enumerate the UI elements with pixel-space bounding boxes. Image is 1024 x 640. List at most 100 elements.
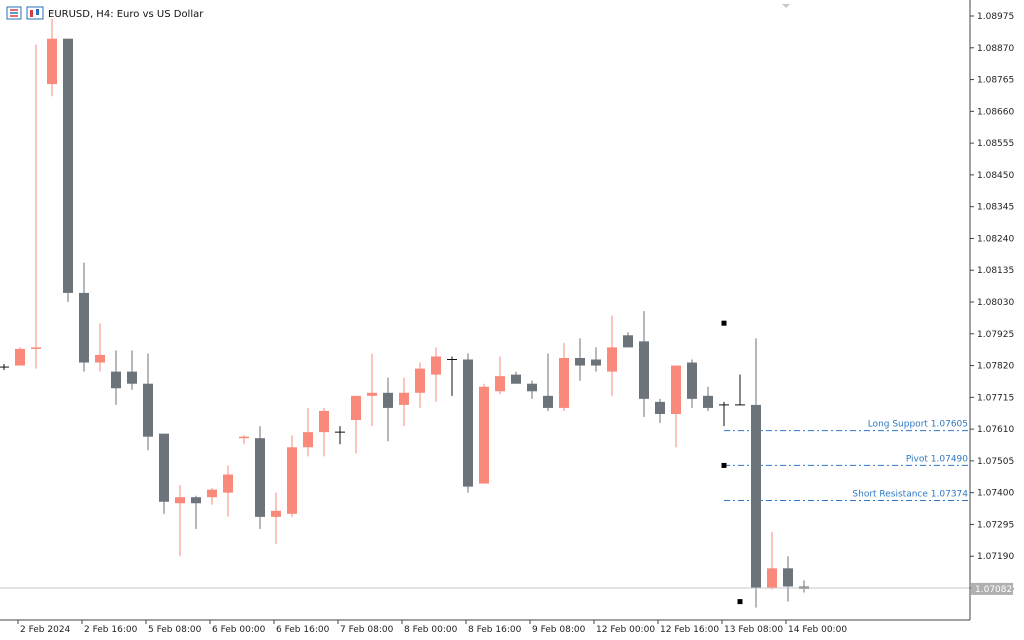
candle-body — [607, 347, 617, 372]
bar-chart-icon[interactable] — [6, 6, 22, 20]
candle-body — [575, 357, 585, 366]
current-price-tag-box — [971, 582, 1013, 595]
candle — [463, 353, 473, 493]
candle-body — [431, 356, 441, 375]
candle — [735, 374, 745, 406]
candle — [223, 465, 233, 517]
candle — [79, 262, 89, 372]
fractal-marker — [721, 320, 727, 326]
candle — [239, 435, 249, 445]
candle — [207, 488, 217, 505]
x-tick-label: 9 Feb 08:00 — [532, 625, 586, 635]
x-tick-label: 7 Feb 08:00 — [340, 625, 394, 635]
y-tick-label: 1.07925 — [977, 330, 1014, 340]
candle-body — [399, 392, 409, 405]
candle — [431, 347, 441, 402]
candle-body — [655, 401, 665, 414]
y-tick-label: 1.08135 — [977, 266, 1014, 276]
candle-body — [559, 357, 569, 408]
candle — [415, 362, 425, 408]
candle — [111, 350, 121, 405]
candle — [703, 386, 713, 411]
candle — [399, 377, 409, 427]
candle — [47, 19, 57, 97]
scroll-marker-icon[interactable] — [782, 4, 790, 8]
y-tick-label: 1.08240 — [977, 234, 1014, 244]
candle — [575, 338, 585, 381]
candle-body — [767, 568, 777, 588]
candle-body — [591, 359, 601, 366]
candle — [719, 401, 729, 427]
x-tick-label: 8 Feb 16:00 — [468, 625, 522, 635]
candle-body — [687, 362, 697, 399]
candle-body — [95, 354, 105, 363]
candle-body — [287, 447, 297, 514]
candle-body — [527, 383, 537, 392]
candle-body — [47, 38, 57, 85]
candle-body — [143, 383, 153, 437]
candle-body — [127, 371, 137, 384]
candle — [63, 38, 73, 302]
candle-body — [671, 365, 681, 414]
candle — [495, 356, 505, 395]
candle-body — [63, 38, 73, 293]
y-tick-label: 1.08870 — [977, 44, 1014, 54]
candle-body — [175, 497, 185, 504]
time-axis[interactable]: 2 Feb 2024 2 Feb 16:00 5 Feb 08:00 6 Feb 00… — [17, 620, 847, 635]
x-tick-label: 5 Feb 08:00 — [148, 625, 202, 635]
y-tick-label: 1.07400 — [977, 489, 1014, 499]
candle — [31, 44, 41, 369]
candle — [271, 492, 281, 545]
y-tick-label: 1.07295 — [977, 520, 1014, 530]
candle-body — [623, 335, 633, 348]
candle-body — [303, 432, 313, 448]
candle — [655, 398, 665, 424]
level-line[interactable]: Pivot 1.07490 — [724, 454, 970, 466]
x-tick-label: 2 Feb 16:00 — [84, 625, 138, 635]
y-tick-label: 1.08660 — [977, 107, 1014, 117]
y-tick-label: 1.07505 — [977, 457, 1014, 467]
candle — [95, 323, 105, 372]
candle-body — [31, 347, 41, 349]
level-line[interactable]: Short Resistance 1.07374 — [724, 490, 970, 502]
candle — [783, 556, 793, 602]
current-price-tag-label: 1.07082 — [975, 585, 1012, 595]
candle — [623, 332, 633, 348]
level-line[interactable]: Long Support 1.07605 — [724, 420, 970, 432]
chart-title: EURUSD, H4: Euro vs US Dollar — [48, 9, 204, 20]
x-tick-label: 6 Feb 00:00 — [212, 625, 266, 635]
candle-body — [511, 374, 521, 384]
y-tick-label: 1.07610 — [977, 425, 1014, 435]
fractal-marker — [721, 462, 727, 468]
candle-body — [543, 395, 553, 408]
x-tick-label: 6 Feb 16:00 — [276, 625, 330, 635]
candle-body — [703, 395, 713, 408]
candle — [143, 353, 153, 451]
y-tick-label: 1.07715 — [977, 393, 1014, 403]
candle — [127, 350, 137, 390]
y-tick-label: 1.08345 — [977, 203, 1014, 213]
y-tick-label: 1.07190 — [977, 552, 1014, 562]
candle — [671, 365, 681, 448]
y-tick-label: 1.08765 — [977, 76, 1014, 86]
candle — [751, 338, 761, 608]
candle — [511, 371, 521, 384]
candle — [383, 377, 393, 442]
candle-body — [751, 404, 761, 588]
x-tick-label: 2 Feb 2024 — [20, 625, 71, 635]
y-tick-label: 1.07820 — [977, 362, 1014, 372]
candle — [543, 353, 553, 411]
candle — [639, 311, 649, 418]
candle-chart-icon[interactable] — [26, 6, 44, 20]
x-tick-label: 8 Feb 00:00 — [404, 625, 458, 635]
candle-body — [111, 371, 121, 389]
candle-body — [479, 386, 489, 484]
y-tick-label: 1.08975 — [977, 12, 1014, 22]
candle-body — [319, 410, 329, 433]
candle-body — [223, 474, 233, 493]
candle-body — [783, 568, 793, 587]
y-tick-label: 1.08450 — [977, 171, 1014, 181]
x-tick-label: 14 Feb 00:00 — [788, 625, 847, 635]
